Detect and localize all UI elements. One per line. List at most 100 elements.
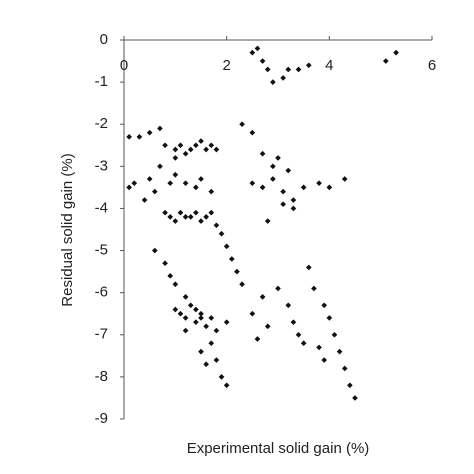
- point: [249, 180, 256, 187]
- y-tick-label: -6: [95, 284, 108, 301]
- point: [280, 75, 286, 81]
- point: [249, 310, 256, 317]
- y-tick-label: -5: [95, 242, 108, 259]
- point: [290, 319, 297, 325]
- point: [198, 348, 204, 355]
- x-tick-label: 2: [222, 57, 230, 74]
- point: [203, 323, 209, 330]
- point: [198, 138, 204, 144]
- point: [285, 66, 292, 73]
- point: [193, 184, 199, 191]
- point: [167, 272, 174, 279]
- point: [167, 180, 174, 187]
- point: [305, 62, 312, 69]
- point: [336, 348, 343, 355]
- y-tick-label: 0: [100, 31, 108, 48]
- point: [172, 281, 179, 288]
- point: [172, 218, 179, 224]
- x-axis-label: Experimental solid gain (%): [187, 440, 370, 457]
- point: [208, 340, 215, 347]
- point: [321, 302, 328, 309]
- point: [347, 382, 353, 389]
- point: [182, 180, 189, 187]
- y-tick-label: -1: [95, 73, 108, 90]
- point: [162, 209, 168, 216]
- point: [213, 327, 220, 334]
- point: [300, 184, 307, 191]
- point: [254, 336, 261, 342]
- point: [341, 176, 348, 182]
- y-axis-label: Residual solid gain (%): [59, 153, 76, 306]
- point: [172, 146, 179, 153]
- point: [218, 230, 225, 237]
- point: [239, 121, 245, 128]
- y-tick-label: -9: [95, 410, 108, 427]
- point: [326, 315, 333, 321]
- point: [280, 188, 286, 195]
- point: [151, 247, 158, 254]
- point: [187, 302, 194, 309]
- y-tick-label: -8: [95, 368, 108, 385]
- y-tick-label: -7: [95, 326, 108, 343]
- point: [193, 209, 199, 216]
- point: [167, 214, 174, 220]
- point: [223, 382, 230, 389]
- point: [187, 146, 194, 153]
- point: [213, 357, 220, 363]
- point: [280, 201, 286, 208]
- point: [193, 142, 199, 149]
- point: [316, 344, 322, 351]
- point: [203, 146, 209, 153]
- point: [213, 222, 220, 229]
- y-tick-label: -4: [95, 199, 108, 216]
- point: [275, 155, 281, 161]
- point: [270, 176, 276, 182]
- point: [311, 285, 317, 292]
- point: [270, 163, 276, 170]
- point: [264, 66, 271, 73]
- point: [136, 134, 143, 140]
- point: [331, 331, 338, 338]
- point: [270, 79, 276, 85]
- point: [208, 188, 215, 195]
- point: [198, 310, 204, 317]
- point: [151, 188, 158, 195]
- point: [264, 323, 271, 330]
- point: [305, 264, 312, 271]
- point: [157, 125, 163, 132]
- point: [172, 171, 179, 178]
- point: [177, 209, 184, 216]
- point: [259, 294, 266, 300]
- point: [295, 66, 302, 73]
- point: [228, 256, 235, 262]
- point: [290, 205, 297, 212]
- point: [341, 365, 348, 372]
- point: [264, 218, 271, 224]
- point: [146, 176, 153, 182]
- point: [203, 214, 209, 220]
- point: [275, 285, 281, 292]
- point: [393, 49, 399, 56]
- point: [198, 315, 204, 321]
- point: [300, 340, 307, 347]
- point: [182, 315, 189, 321]
- point: [290, 197, 297, 203]
- point: [141, 197, 148, 203]
- point: [259, 184, 266, 191]
- point: [223, 319, 230, 325]
- point: [193, 306, 199, 313]
- point: [208, 142, 215, 149]
- point: [146, 129, 153, 136]
- y-tick-label: -2: [95, 115, 108, 132]
- point: [326, 184, 333, 191]
- point: [187, 214, 194, 220]
- point: [382, 58, 389, 64]
- point: [295, 331, 302, 338]
- point: [249, 129, 256, 136]
- point: [198, 176, 204, 182]
- point: [285, 302, 292, 309]
- point: [249, 49, 256, 56]
- point: [126, 184, 132, 191]
- point: [198, 218, 204, 224]
